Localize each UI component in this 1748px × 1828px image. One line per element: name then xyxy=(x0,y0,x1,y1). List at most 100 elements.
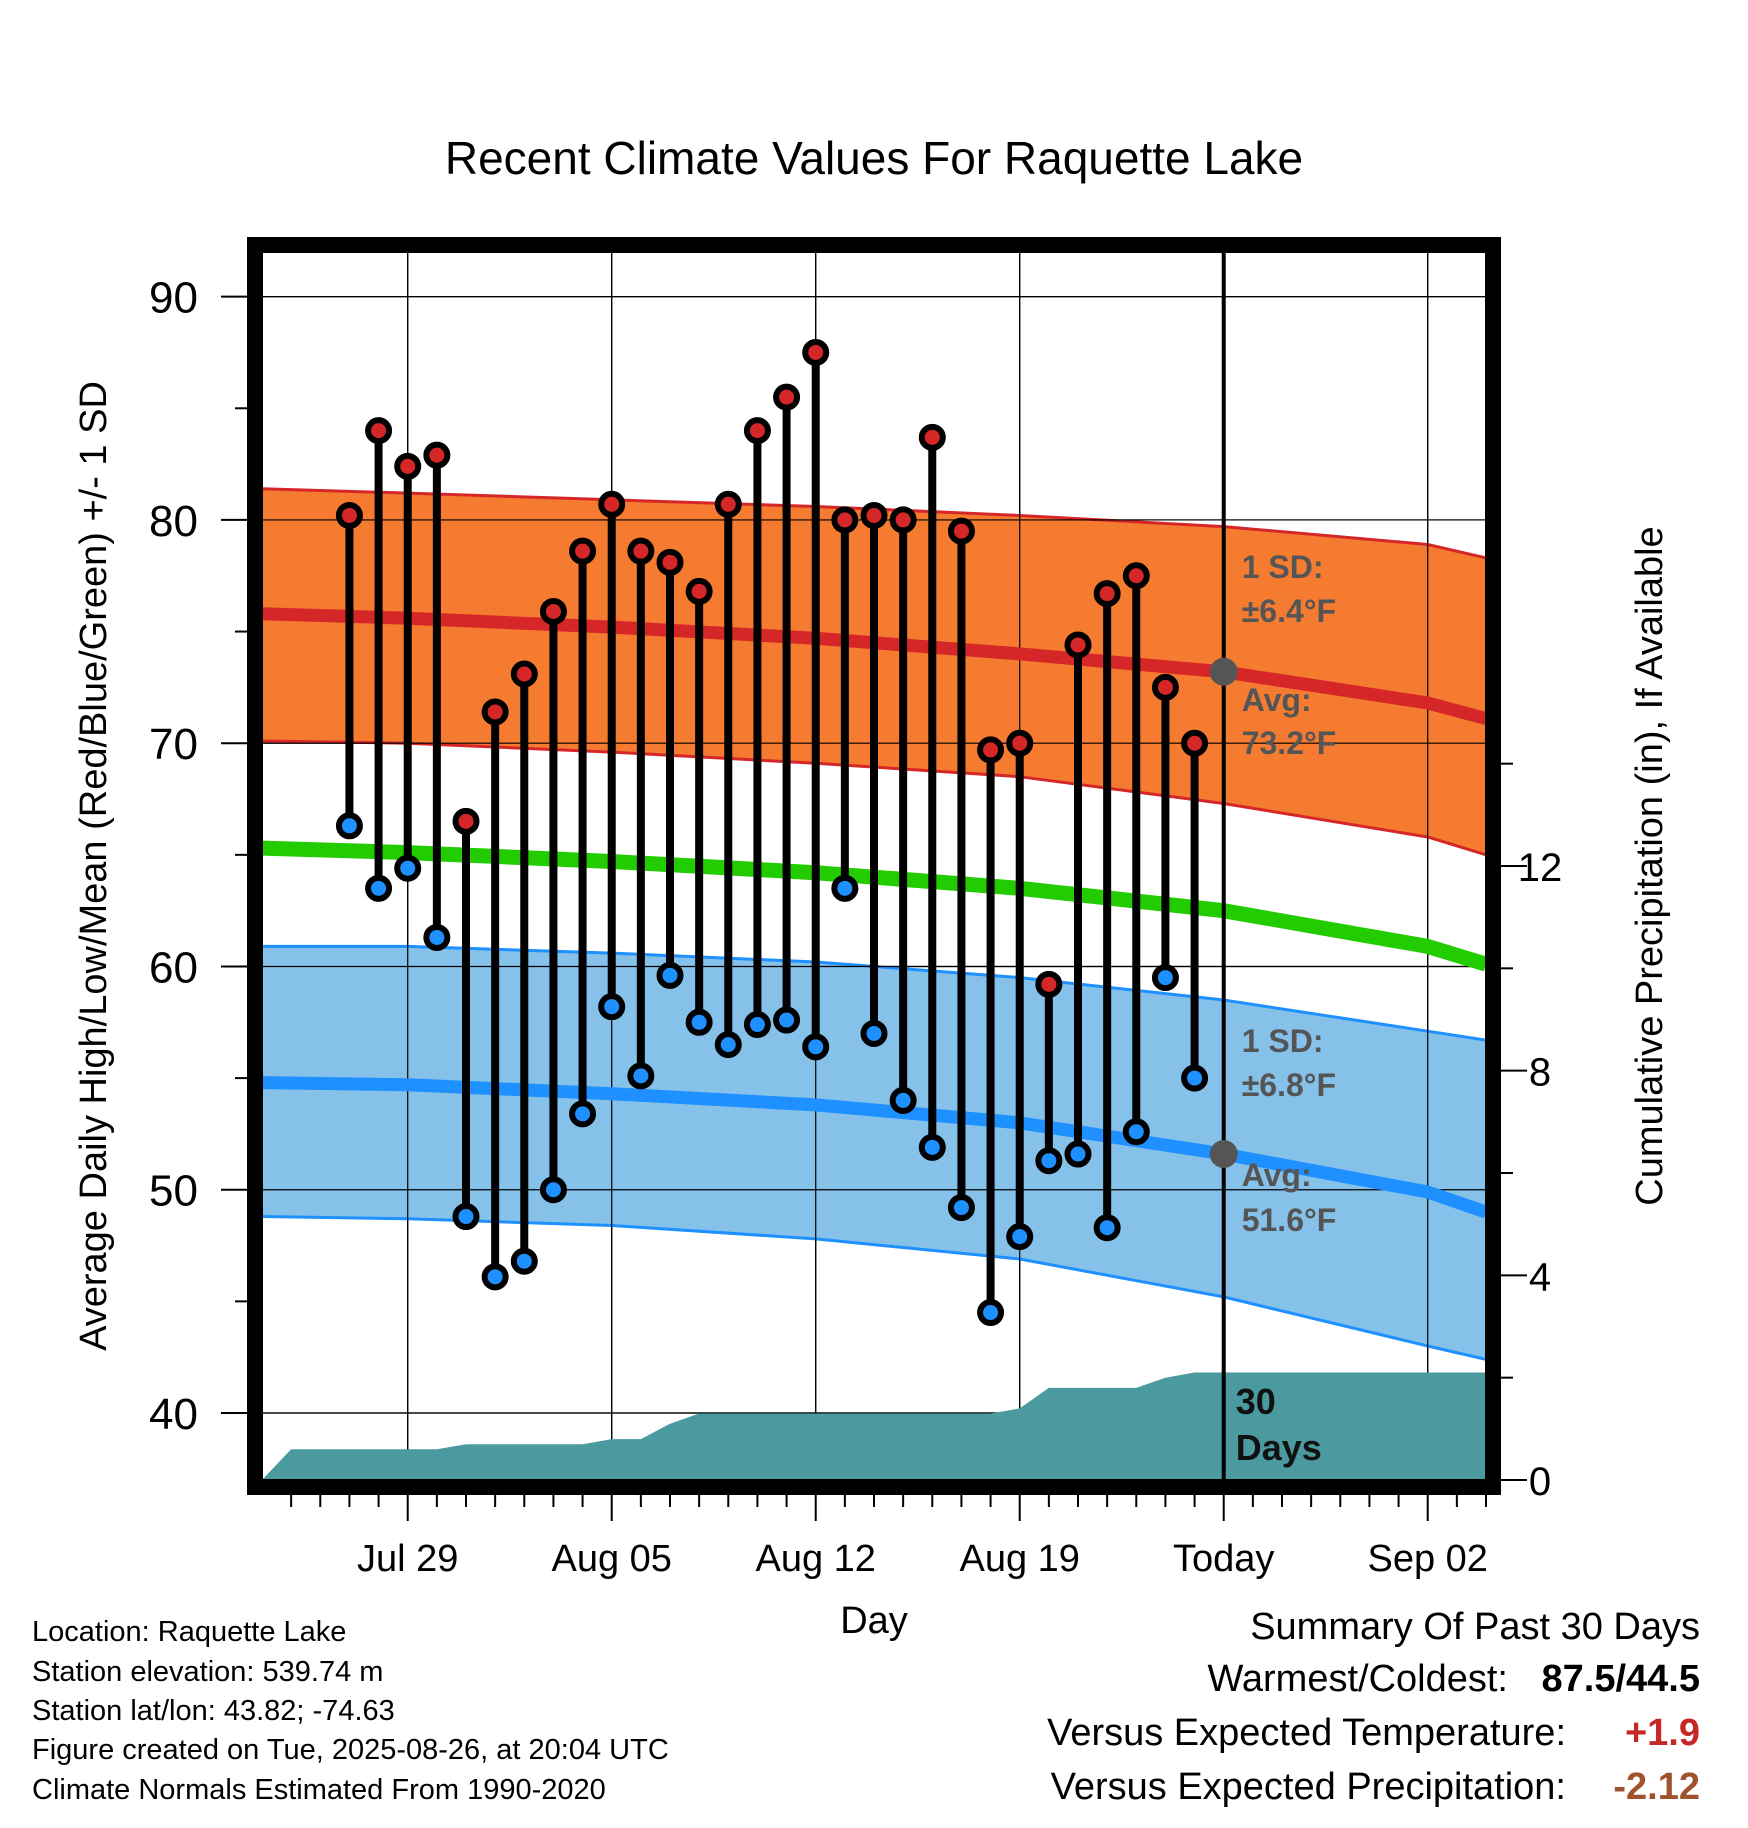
summary-warmest-label: Warmest/Coldest: xyxy=(1207,1658,1508,1700)
daily-low-point xyxy=(1035,1147,1063,1175)
info-created: Figure created on Tue, 2025-08-26, at 20… xyxy=(32,1734,669,1766)
daily-high-point xyxy=(918,423,946,451)
precip-area xyxy=(262,1372,1486,1480)
left-tick-label: 40 xyxy=(149,1390,198,1439)
annotation-low-sd-label: 1 SD: xyxy=(1242,1023,1324,1059)
daily-low-point xyxy=(977,1299,1005,1327)
x-tick-label: Aug 05 xyxy=(551,1538,671,1580)
summary-temp-label: Versus Expected Temperature: xyxy=(1047,1712,1566,1754)
daily-high-point xyxy=(1122,562,1150,590)
daily-high-point xyxy=(423,441,451,469)
annotation-low-avg-label: Avg: xyxy=(1242,1157,1312,1193)
daily-low-point xyxy=(947,1194,975,1222)
low-sd-band xyxy=(262,946,1486,1360)
daily-high-point xyxy=(627,537,655,565)
info-elevation: Station elevation: 539.74 m xyxy=(32,1656,384,1688)
daily-low-point xyxy=(452,1203,480,1231)
daily-low-point xyxy=(627,1062,655,1090)
daily-high-point xyxy=(481,698,509,726)
daily-low-point xyxy=(423,923,451,951)
right-tick-label: 4 xyxy=(1529,1255,1551,1299)
low-sd-lower-line xyxy=(262,1215,1486,1361)
daily-low-point xyxy=(714,1031,742,1059)
daily-high-point xyxy=(1151,673,1179,701)
left-tick-label: 50 xyxy=(149,1167,198,1216)
high-sd-upper-line xyxy=(262,487,1486,560)
avg-low-line xyxy=(262,1076,1486,1219)
daily-high-point xyxy=(598,490,626,518)
daily-low-point xyxy=(860,1019,888,1047)
x-axis-title: Day xyxy=(840,1600,908,1642)
daily-high-point xyxy=(510,660,538,688)
daily-high-point xyxy=(685,577,713,605)
annotation-low-sd-value: ±6.8°F xyxy=(1242,1067,1336,1103)
daily-high-point xyxy=(335,501,363,529)
x-tick-label: Aug 12 xyxy=(755,1538,875,1580)
daily-low-point xyxy=(1064,1140,1092,1168)
daily-low-point xyxy=(510,1247,538,1275)
right-tick-label: 12 xyxy=(1518,846,1563,890)
today-avg-low-marker xyxy=(1209,1140,1238,1169)
left-tick-label: 80 xyxy=(149,497,198,546)
left-axis-title: Average Daily High/Low/Mean (Red/Blue/Gr… xyxy=(73,381,115,1351)
avg-high-line xyxy=(262,607,1486,725)
daily-low-point xyxy=(335,812,363,840)
daily-low-point xyxy=(889,1086,917,1114)
daily-high-point xyxy=(802,338,830,366)
daily-low-point xyxy=(773,1006,801,1034)
daily-high-point xyxy=(569,537,597,565)
daily-low-point xyxy=(1006,1223,1034,1251)
summary-title: Summary Of Past 30 Days xyxy=(1250,1606,1700,1648)
daily-low-point xyxy=(598,993,626,1021)
plot-frame xyxy=(247,237,1501,1495)
x-tick-label: Aug 19 xyxy=(959,1538,1079,1580)
left-tick-label: 60 xyxy=(149,943,198,992)
annotation-precip-days-text: Days xyxy=(1236,1427,1322,1468)
daily-high-point xyxy=(394,452,422,480)
daily-low-point xyxy=(1122,1118,1150,1146)
daily-high-point xyxy=(365,417,393,445)
daily-high-point xyxy=(977,736,1005,764)
annotation-high-sd-label: 1 SD: xyxy=(1242,549,1324,585)
daily-high-point xyxy=(860,501,888,529)
summary-temp-value: +1.9 xyxy=(1624,1712,1700,1754)
daily-low-point xyxy=(918,1133,946,1161)
annotation-low-avg-value: 51.6°F xyxy=(1242,1202,1337,1238)
chart-title: Recent Climate Values For Raquette Lake xyxy=(445,132,1303,184)
daily-high-point xyxy=(773,383,801,411)
today-avg-high-marker xyxy=(1209,657,1238,686)
daily-high-point xyxy=(1006,729,1034,757)
daily-high-point xyxy=(539,597,567,625)
daily-low-point xyxy=(569,1100,597,1128)
daily-high-point xyxy=(714,490,742,518)
annotation-high-sd-value: ±6.4°F xyxy=(1242,593,1336,629)
right-tick-label: 8 xyxy=(1529,1051,1551,1095)
annotation-high-avg-value: 73.2°F xyxy=(1242,725,1337,761)
daily-low-point xyxy=(1181,1064,1209,1092)
daily-low-point xyxy=(831,874,859,902)
daily-low-point xyxy=(365,874,393,902)
info-normals: Climate Normals Estimated From 1990-2020 xyxy=(32,1774,606,1806)
daily-high-point xyxy=(1181,729,1209,757)
daily-high-point xyxy=(889,506,917,534)
high-sd-lower-line xyxy=(262,739,1486,857)
x-tick-label: Jul 29 xyxy=(357,1538,458,1580)
x-tick-label: Sep 02 xyxy=(1367,1538,1487,1580)
avg-mean-line xyxy=(262,840,1486,972)
daily-high-point xyxy=(1035,970,1063,998)
daily-high-point xyxy=(947,517,975,545)
x-tick-label: Today xyxy=(1173,1538,1274,1580)
left-tick-label: 70 xyxy=(149,720,198,769)
daily-high-point xyxy=(1064,631,1092,659)
summary-warmest-value: 87.5/44.5 xyxy=(1541,1658,1700,1700)
daily-low-point xyxy=(802,1033,830,1061)
daily-low-point xyxy=(1093,1214,1121,1242)
annotation-precip-days-number: 30 xyxy=(1236,1381,1276,1422)
daily-high-point xyxy=(831,506,859,534)
daily-high-point xyxy=(1093,580,1121,608)
daily-low-point xyxy=(685,1008,713,1036)
daily-low-point xyxy=(743,1011,771,1039)
summary-precip-value: -2.12 xyxy=(1613,1766,1700,1808)
info-latlon: Station lat/lon: 43.82; -74.63 xyxy=(32,1695,395,1727)
